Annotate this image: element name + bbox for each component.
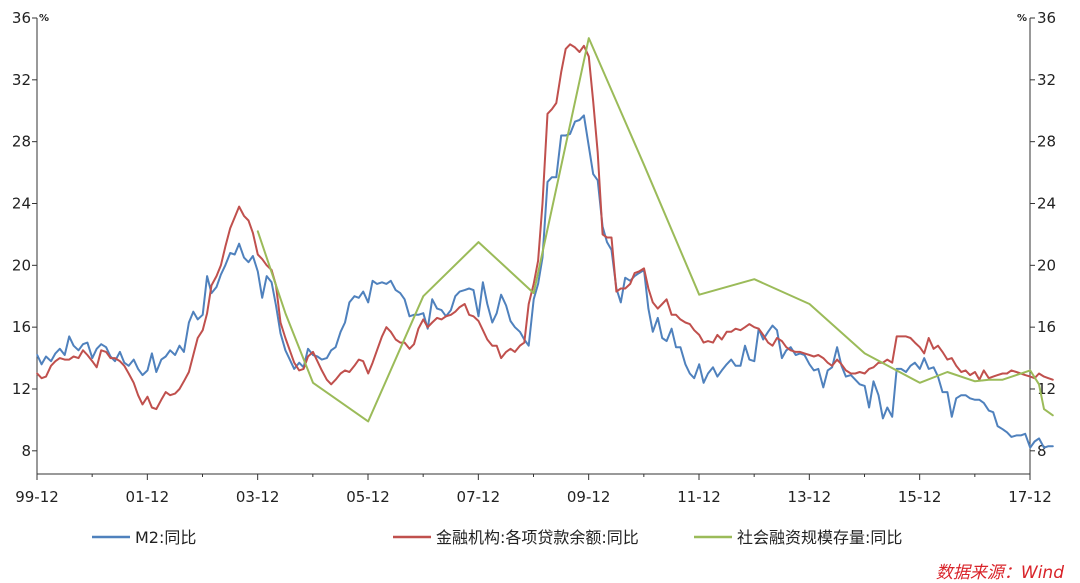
x-tick-label-01-12: 01-12 <box>126 488 170 506</box>
series-layer <box>36 37 1054 449</box>
left-y-tick-label-20: 20 <box>12 256 31 274</box>
right-y-tick-label-36: 36 <box>1037 9 1056 27</box>
left-y-tick-label-36: 36 <box>12 9 31 27</box>
x-tick-label-05-12: 05-12 <box>346 488 390 506</box>
legend-item-m2: M2:同比 <box>92 528 196 547</box>
right-y-tick-label-24: 24 <box>1037 194 1056 212</box>
x-ticks: 99-12 01-12 03-12 05-12 07-12 09-12 11-12 13-12… <box>15 474 1052 506</box>
right-y-tick-label-8: 8 <box>1037 442 1047 460</box>
legend-item-loans: 金融机构:各项贷款余额:同比 <box>393 528 639 547</box>
series-line-tsf <box>256 37 1054 423</box>
legend: M2:同比 金融机构:各项贷款余额:同比 社会融资规模存量:同比 <box>92 528 902 547</box>
right-y-tick-label-32: 32 <box>1037 71 1056 89</box>
legend-item-tsf: 社会融资规模存量:同比 <box>694 528 902 547</box>
x-tick-label-11-12: 11-12 <box>677 488 721 506</box>
left-y-tick-label-8: 8 <box>21 442 31 460</box>
right-y-tick-label-28: 28 <box>1037 133 1056 151</box>
legend-label-loans: 金融机构:各项贷款余额:同比 <box>436 528 639 547</box>
x-tick-label-13-12: 13-12 <box>788 488 832 506</box>
right-y-tick-label-16: 16 <box>1037 318 1056 336</box>
legend-label-m2: M2:同比 <box>135 528 196 547</box>
x-tick-label-99-12: 99-12 <box>15 488 59 506</box>
x-tick-label-07-12: 07-12 <box>457 488 501 506</box>
x-tick-label-17-12: 17-12 <box>1008 488 1052 506</box>
legend-label-tsf: 社会融资规模存量:同比 <box>737 528 902 547</box>
x-tick-label-09-12: 09-12 <box>567 488 611 506</box>
left-y-tick-label-12: 12 <box>12 380 31 398</box>
left-y-tick-label-32: 32 <box>12 71 31 89</box>
left-y-unit: % <box>39 13 49 24</box>
left-y-ticks: 8 12 16 20 24 28 32 36 <box>12 9 37 460</box>
right-y-tick-label-20: 20 <box>1037 256 1056 274</box>
left-y-tick-label-16: 16 <box>12 318 31 336</box>
right-y-unit: % <box>1017 13 1027 24</box>
series-line-m2 <box>36 114 1054 449</box>
x-tick-label-15-12: 15-12 <box>898 488 942 506</box>
left-y-tick-label-28: 28 <box>12 133 31 151</box>
left-y-tick-label-24: 24 <box>12 194 31 212</box>
data-source: 数据来源：Wind <box>936 563 1064 583</box>
x-tick-label-03-12: 03-12 <box>236 488 280 506</box>
series-line-loans <box>36 43 1054 411</box>
